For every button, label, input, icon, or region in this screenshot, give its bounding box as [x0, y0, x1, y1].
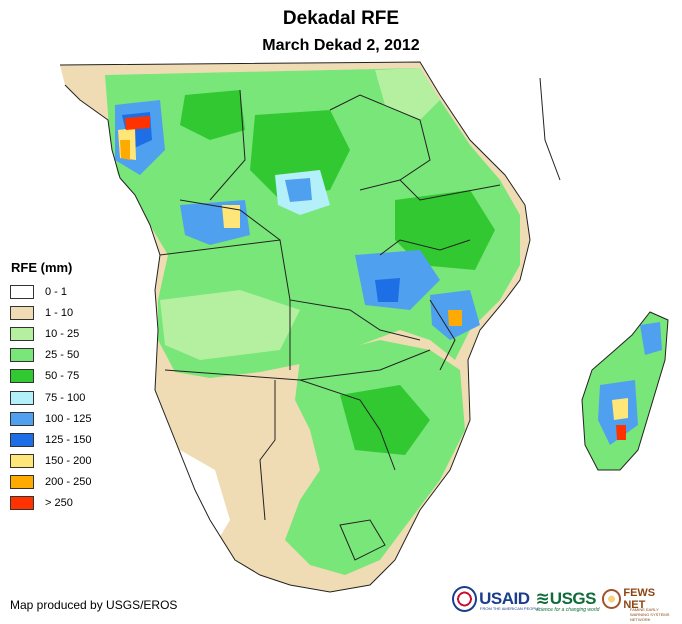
usgs-logo: USGS	[549, 589, 597, 608]
madagascar-150-200	[612, 398, 628, 420]
fews-net-mark-icon	[601, 589, 622, 609]
legend-item: > 250	[10, 493, 91, 514]
legend-item: 75 - 100	[10, 387, 91, 408]
rain-zone-10-25-b	[375, 68, 440, 120]
map-title: Dekadal RFE	[282, 8, 400, 29]
legend-swatch	[10, 432, 34, 447]
legend-item: 50 - 75	[10, 366, 91, 387]
legend-swatch	[10, 284, 34, 299]
fews-net-logo: FEWS NET	[623, 587, 656, 611]
rain-zone-over-250-west	[125, 116, 150, 130]
legend-item: 150 - 200	[10, 451, 91, 472]
usaid-logo: USAID	[479, 589, 530, 608]
rain-zone-50-75-d	[180, 90, 245, 140]
rain-zone-south-east	[285, 340, 465, 575]
legend-label: 75 - 100	[45, 391, 86, 404]
rain-zone-200-250-malawi	[448, 310, 462, 326]
rain-zone-150-200-congo	[222, 205, 240, 228]
usaid-tagline: FROM THE AMERICAN PEOPLE	[480, 606, 540, 611]
legend-label: 100 - 125	[45, 412, 92, 425]
legend-swatch	[10, 305, 34, 320]
legend-swatch	[10, 454, 34, 469]
rain-zone-100-125-central	[285, 178, 312, 202]
legend-swatch	[10, 496, 34, 511]
legend-label: 25 - 50	[45, 349, 80, 362]
legend-swatch	[10, 369, 34, 384]
legend-item: 10 - 25	[10, 323, 91, 344]
legend-label: 1 - 10	[45, 306, 74, 319]
legend-swatch	[10, 411, 34, 426]
usaid-seal-icon	[452, 586, 478, 612]
legend-item: 100 - 125	[10, 408, 91, 429]
madagascar-north	[640, 322, 662, 355]
legend-title: RFE (mm)	[11, 260, 73, 275]
legend-label: 200 - 250	[45, 476, 92, 489]
legend-label: 0 - 1	[45, 285, 68, 298]
usgs-mark-icon: ≋	[535, 589, 550, 608]
map-credit: Map produced by USGS/EROS	[10, 598, 178, 612]
legend: RFE (mm) 0 - 1 1 - 10 10 - 25 25 - 50 50…	[10, 260, 91, 514]
map-subtitle: March Dekad 2, 2012	[262, 37, 420, 54]
logo-bar: USAID FROM THE AMERICAN PEOPLE ≋ USGS sc…	[452, 582, 678, 622]
dry-zone-white	[180, 450, 230, 545]
legend-label: 150 - 200	[45, 455, 92, 468]
legend-item: 200 - 250	[10, 472, 91, 493]
legend-label: > 250	[45, 497, 73, 510]
legend-item: 0 - 1	[10, 281, 91, 302]
legend-label: 10 - 25	[45, 327, 80, 340]
legend-label: 125 - 150	[45, 433, 92, 446]
legend-swatch	[10, 326, 34, 341]
legend-swatch	[10, 348, 34, 363]
rain-zone-50-75-c	[340, 385, 430, 455]
rain-zone-10-25-a	[160, 290, 300, 360]
legend-item: 125 - 150	[10, 429, 91, 450]
rain-zone-50-75-a	[250, 110, 350, 200]
legend-swatch	[10, 390, 34, 405]
dry-zone-south-west	[175, 380, 300, 520]
legend-item: 1 - 10	[10, 302, 91, 323]
legend-swatch	[10, 475, 34, 490]
legend-label: 50 - 75	[45, 370, 80, 383]
rain-zone-125-150-lakes	[375, 278, 400, 302]
country-borders	[59, 61, 669, 593]
rain-zone-200-250-west	[120, 140, 130, 160]
fews-net-tagline: FAMINE EARLY WARNING SYSTEMS NETWORK	[630, 607, 670, 622]
legend-item: 25 - 50	[10, 345, 91, 366]
usgs-tagline: science for a changing world	[536, 607, 600, 613]
madagascar-over-250	[616, 425, 626, 440]
